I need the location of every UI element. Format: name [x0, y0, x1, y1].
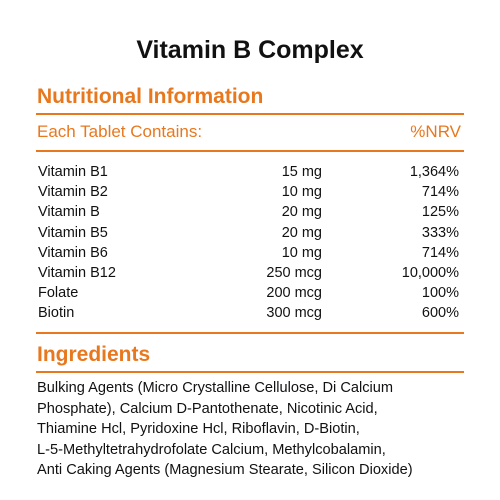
nutritional-info-heading: Nutritional Information	[37, 85, 264, 108]
nutrient-nrv: 333%	[421, 224, 459, 241]
nutrient-row: Vitamin B1 15 mg 1,364%	[38, 162, 460, 182]
ingredients-line: Phosphate), Calcium D-Pantothenate, Nico…	[37, 400, 378, 417]
nrv-column-header: %NRV	[410, 122, 461, 141]
ingredients-list: Bulking Agents (Micro Crystalline Cellul…	[37, 378, 477, 481]
nutrient-name: Folate	[38, 285, 79, 302]
nutrient-row: Vitamin B 20 mg 125%	[38, 202, 460, 222]
nutrient-amount: 10 mg	[281, 244, 322, 261]
nutrient-nrv: 1,364%	[409, 164, 459, 180]
nutrient-name: Vitamin B5	[38, 224, 108, 241]
nutrient-table: Vitamin B1 15 mg 1,364% Vitamin B2 10 mg…	[38, 162, 460, 324]
nutrient-row: Vitamin B6 10 mg 714%	[38, 243, 460, 263]
nutrient-nrv: 714%	[421, 184, 459, 201]
nutrient-row: Biotin 300 mcg 600%	[38, 303, 460, 323]
nutrient-row: Folate 200 mcg 100%	[38, 283, 460, 303]
divider-line	[36, 150, 464, 152]
nutrient-row: Vitamin B2 10 mg 714%	[38, 182, 460, 202]
nutrient-amount: 300 mcg	[266, 305, 322, 322]
nutrient-nrv: 100%	[421, 285, 459, 302]
divider-line	[36, 371, 464, 373]
divider-line	[36, 332, 464, 334]
nutrient-amount: 20 mg	[281, 204, 322, 221]
nutrient-nrv: 10,000%	[401, 264, 459, 281]
ingredients-line: Bulking Agents (Micro Crystalline Cellul…	[37, 380, 394, 396]
nutrient-nrv: 125%	[421, 204, 459, 221]
nutrient-name: Vitamin B2	[38, 184, 108, 201]
ingredients-heading: Ingredients	[37, 343, 151, 366]
each-tablet-contains-label: Each Tablet Contains:	[37, 122, 203, 141]
nutrient-name: Vitamin B12	[38, 264, 116, 281]
nutrient-name: Biotin	[38, 305, 75, 322]
product-title: Vitamin B Complex	[136, 36, 364, 64]
ingredients-line: Thiamine Hcl, Pyridoxine Hcl, Riboflavin…	[37, 421, 360, 437]
ingredients-line: L-5-Methyltetrahydrofolate Calcium, Meth…	[37, 441, 386, 458]
nutrient-amount: 10 mg	[281, 184, 322, 201]
nutrient-row: Vitamin B5 20 mg 333%	[38, 223, 460, 243]
nutrient-amount: 15 mg	[281, 164, 322, 180]
nutrient-amount: 250 mcg	[266, 264, 322, 281]
nutrient-nrv: 714%	[421, 244, 459, 261]
nutrient-name: Vitamin B6	[38, 244, 108, 261]
nutrient-amount: 200 mcg	[266, 285, 322, 302]
divider-line	[36, 113, 464, 115]
nutrient-row: Vitamin B12 250 mcg 10,000%	[38, 263, 460, 283]
nutrient-name: Vitamin B1	[38, 164, 108, 180]
nutrient-nrv: 600%	[421, 305, 459, 322]
nutrient-name: Vitamin B	[38, 204, 100, 221]
ingredients-line: Anti Caking Agents (Magnesium Stearate, …	[37, 462, 413, 478]
nutrient-amount: 20 mg	[281, 224, 322, 241]
